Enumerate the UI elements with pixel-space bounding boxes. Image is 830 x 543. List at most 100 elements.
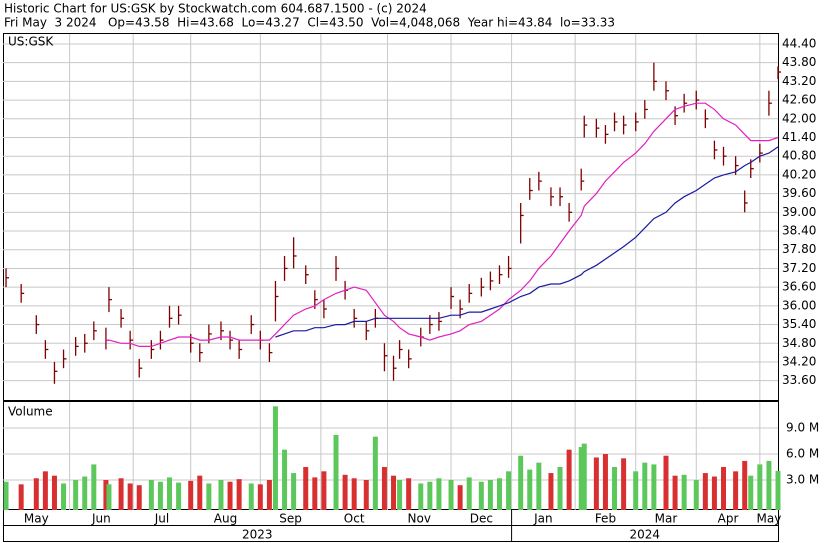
volume-bar — [42, 471, 48, 510]
volume-bar — [566, 449, 572, 510]
y-tick-label: 42.00 — [782, 111, 816, 125]
volume-bar — [436, 478, 442, 510]
volume-label: Volume — [8, 405, 53, 419]
x-tick-label: Jan — [533, 512, 553, 526]
volume-bar — [527, 469, 533, 510]
volume-tick-label: 6.0 M — [786, 447, 819, 461]
volume-bar — [118, 478, 124, 510]
y-tick-label: 38.40 — [782, 224, 816, 238]
y-tick-label: 43.20 — [782, 74, 816, 88]
volume-bar — [321, 471, 327, 510]
volume-bar — [506, 471, 512, 510]
volume-bar — [496, 478, 502, 510]
y-tick-label: 34.20 — [782, 354, 816, 368]
chart-subtitle: Fri May 3 2024 Op=43.58 Hi=43.68 Lo=43.2… — [4, 16, 615, 30]
marks — [3, 62, 781, 510]
volume-bar — [578, 447, 584, 510]
x-tick-label: Oct — [344, 512, 365, 526]
volume-bar — [206, 483, 212, 510]
volume-bar — [693, 480, 699, 510]
y-tick-label: 44.40 — [782, 36, 816, 50]
volume-bar — [266, 480, 272, 510]
x-tick-label: Feb — [595, 512, 616, 526]
volume-bar — [303, 467, 309, 510]
x-tick-label: Jun — [91, 512, 111, 526]
y-tick-label: 37.20 — [782, 261, 816, 275]
y-tick-label: 36.00 — [782, 298, 816, 312]
volume-bar — [702, 473, 708, 510]
volume-bar — [176, 482, 182, 510]
y-tick-label: 35.40 — [782, 317, 816, 331]
x-tick-label: Sep — [279, 512, 302, 526]
volume-tick-label: 3.0 M — [786, 473, 819, 487]
y-tick-label: 39.00 — [782, 205, 816, 219]
volume-bar — [711, 476, 717, 510]
volume-bar — [397, 480, 403, 510]
volume-bar — [391, 475, 397, 510]
volume-bar — [51, 475, 57, 510]
volume-bar — [766, 460, 772, 510]
volume-bar — [518, 455, 524, 510]
y-tick-label: 37.80 — [782, 242, 816, 256]
moving-average-line — [105, 102, 779, 347]
volume-bar — [218, 480, 224, 510]
volume-bar — [457, 485, 463, 510]
y-tick-label: 39.60 — [782, 186, 816, 200]
volume-bar — [487, 480, 493, 510]
volume-bar — [612, 467, 618, 510]
volume-bar — [681, 474, 687, 510]
x-tick-label: Dec — [470, 512, 493, 526]
symbol-label: US:GSK — [8, 35, 54, 49]
x-tick-label: May — [24, 512, 49, 526]
volume-bar — [633, 471, 639, 510]
grid — [3, 34, 778, 510]
volume-bar — [642, 462, 648, 510]
volume-bar — [18, 484, 24, 510]
volume-bar — [621, 458, 627, 510]
volume-bar — [721, 467, 727, 510]
y-tick-label: 36.60 — [782, 280, 816, 294]
volume-bar — [406, 478, 412, 510]
volume-bar — [103, 480, 109, 510]
volume-bar — [757, 464, 763, 510]
volume-bar — [448, 480, 454, 510]
volume-bar — [167, 477, 173, 510]
y-tick-label: 41.40 — [782, 130, 816, 144]
volume-bar — [593, 457, 599, 510]
year-label: 2023 — [242, 528, 273, 542]
x-tick-label: Apr — [718, 512, 739, 526]
x-tick-label: Nov — [408, 512, 431, 526]
volume-bar — [236, 479, 242, 510]
volume-bar — [312, 477, 318, 510]
volume-bar — [418, 483, 424, 510]
price-panel — [3, 33, 779, 401]
year-row — [3, 525, 779, 542]
volume-bar — [733, 471, 739, 510]
volume-bar — [536, 462, 542, 510]
volume-bar — [127, 483, 133, 510]
volume-bar — [381, 467, 387, 510]
volume-bar — [227, 481, 233, 510]
volume-bar — [351, 478, 357, 510]
volume-bar — [672, 475, 678, 510]
volume-bar — [282, 449, 288, 510]
volume-bar — [466, 477, 472, 510]
y-tick-label: 33.60 — [782, 373, 816, 387]
y-tick-label: 43.80 — [782, 55, 816, 69]
volume-bar — [3, 481, 9, 510]
volume-bar — [148, 480, 154, 510]
volume-bar — [581, 443, 587, 510]
chart-title: Historic Chart for US:GSK by Stockwatch.… — [4, 2, 427, 16]
volume-bar — [272, 406, 278, 510]
volume-bar — [742, 460, 748, 510]
volume-bar — [157, 481, 163, 510]
y-tick-label: 34.80 — [782, 336, 816, 350]
volume-bar — [478, 481, 484, 510]
volume-bar — [91, 464, 97, 510]
volume-bar — [557, 467, 563, 510]
y-tick-label: 40.20 — [782, 167, 816, 181]
volume-bar — [61, 483, 67, 510]
y-tick-label: 42.60 — [782, 93, 816, 107]
